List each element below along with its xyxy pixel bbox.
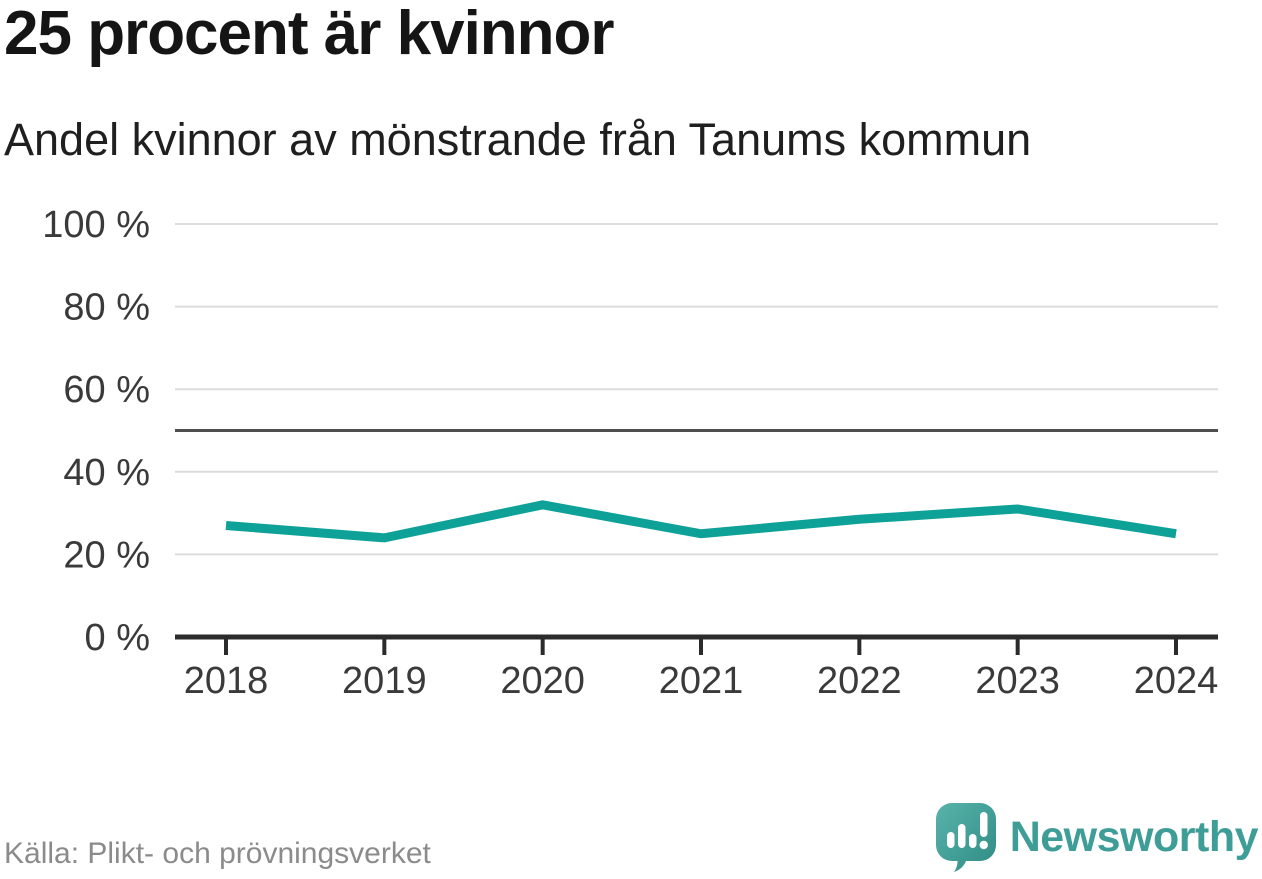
newsworthy-logo: Newsworthy xyxy=(934,801,1259,873)
chart-title: 25 procent är kvinnor xyxy=(4,0,615,68)
y-tick-label: 60 % xyxy=(63,369,150,411)
x-tick-label: 2020 xyxy=(500,660,585,702)
newsworthy-logo-icon xyxy=(935,803,996,872)
line-chart: 2018 2019 2020 2021 2022 2023 2024 0 % 20 % 40 % 6… xyxy=(42,204,1219,702)
x-tick-label: 2024 xyxy=(1134,660,1219,702)
y-tick-label: 100 % xyxy=(42,204,150,246)
x-tick-label: 2021 xyxy=(659,660,744,702)
chart-subtitle: Andel kvinnor av mönstrande från Tanums … xyxy=(4,114,1032,165)
newsworthy-wordmark: Newsworthy xyxy=(1009,812,1259,861)
speech-bubble-shape xyxy=(935,803,996,872)
x-tick-label: 2022 xyxy=(817,660,902,702)
y-tick-label: 40 % xyxy=(63,452,150,494)
y-tick-label: 20 % xyxy=(63,534,150,576)
source-note: Källa: Plikt- och prövningsverket xyxy=(4,837,431,870)
x-tick-label: 2019 xyxy=(342,660,427,702)
y-tick-label: 80 % xyxy=(63,287,150,329)
x-tick-label: 2023 xyxy=(975,660,1060,702)
data-line xyxy=(225,500,1177,543)
x-tick-label: 2018 xyxy=(184,660,269,702)
y-tick-label: 0 % xyxy=(85,617,150,659)
bar-chart-glyph xyxy=(946,812,988,850)
